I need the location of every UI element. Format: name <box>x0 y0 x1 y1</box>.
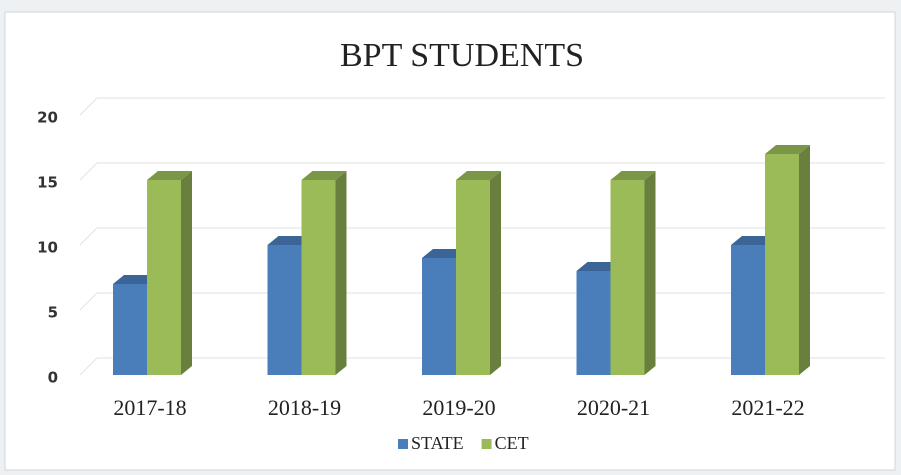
y-tick-label: 15 <box>37 174 58 192</box>
bar-side <box>644 171 656 375</box>
grid-line <box>79 97 885 116</box>
bar-front <box>765 154 799 375</box>
y-tick-label: 0 <box>48 369 58 387</box>
y-tick-label: 20 <box>37 109 58 127</box>
bar-top <box>731 236 776 245</box>
y-tick-label: 5 <box>48 304 58 322</box>
bar-top <box>422 249 467 258</box>
bar-top <box>456 171 501 180</box>
bar-top <box>113 275 158 284</box>
legend-label: STATE <box>411 433 464 453</box>
bar-front <box>610 180 645 375</box>
bar <box>301 171 347 375</box>
bar <box>610 171 656 375</box>
bar-side <box>335 171 347 375</box>
grid-line <box>79 162 885 181</box>
bar-front <box>422 258 456 375</box>
bar-side <box>181 171 192 375</box>
bar <box>765 145 810 375</box>
x-tick-label: 2018-19 <box>268 395 341 420</box>
bar-top <box>610 171 656 180</box>
bar <box>456 171 501 375</box>
bar-front <box>576 271 611 375</box>
legend-label: CET <box>495 433 529 453</box>
bar-top <box>267 236 313 245</box>
chart-title: BPT STUDENTS <box>340 37 584 74</box>
x-tick-label: 2021-22 <box>731 395 804 420</box>
x-tick-label: 2020-21 <box>577 395 650 420</box>
bar-front <box>731 245 765 375</box>
x-tick-label: 2019-20 <box>422 395 495 420</box>
bar-side <box>799 145 810 375</box>
bar-top <box>147 171 192 180</box>
legend-swatch <box>481 439 492 449</box>
bar <box>147 171 192 375</box>
y-tick-label: 10 <box>37 239 58 257</box>
bar-top <box>301 171 347 180</box>
bar-front <box>301 180 336 375</box>
bar-front <box>267 245 302 375</box>
bar-front <box>456 180 490 375</box>
bar-front <box>113 284 147 375</box>
x-tick-label: 2017-18 <box>113 395 186 420</box>
legend-swatch <box>398 439 408 449</box>
bar-side <box>490 171 501 375</box>
bar-top <box>576 262 622 271</box>
bar-front <box>147 180 181 375</box>
bar-top <box>765 145 810 154</box>
